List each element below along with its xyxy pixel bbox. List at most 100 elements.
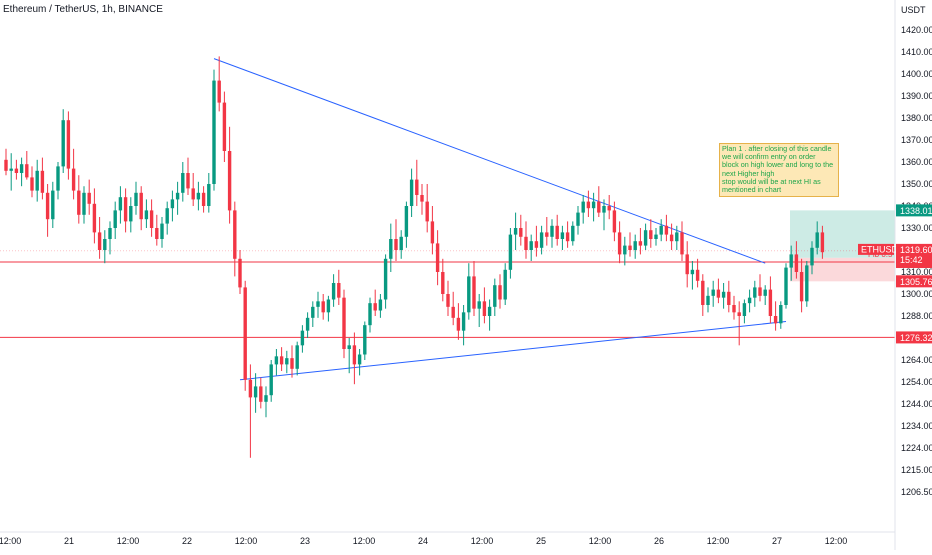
candle-body[interactable] [311,306,315,318]
candle-body[interactable] [363,325,367,355]
candle-body[interactable] [591,201,596,209]
candle-body[interactable] [144,210,149,220]
candle-body[interactable] [815,232,819,248]
candle-body[interactable] [207,184,211,206]
loss-zone[interactable] [790,257,895,282]
candle-body[interactable] [467,276,471,313]
candle-body[interactable] [259,386,263,402]
candle-body[interactable] [305,317,310,331]
candle-body[interactable] [253,386,258,398]
candle-body[interactable] [87,192,91,204]
candle-body[interactable] [149,210,154,228]
candle-body[interactable] [784,267,788,305]
candle-body[interactable] [331,283,336,300]
candle-body[interactable] [571,225,575,242]
candle-body[interactable] [659,225,663,235]
candle-body[interactable] [82,192,86,215]
candle-body[interactable] [794,254,799,272]
candle-body[interactable] [212,80,216,184]
candle-body[interactable] [560,232,565,239]
candle-body[interactable] [446,294,450,307]
candle-body[interactable] [581,201,585,213]
candle-body[interactable] [550,225,554,237]
candle-body[interactable] [337,283,341,298]
candle-body[interactable] [165,208,169,224]
candle-body[interactable] [321,301,325,313]
candle-body[interactable] [316,301,320,307]
candle-body[interactable] [628,245,632,250]
candle-body[interactable] [155,228,159,239]
candle-body[interactable] [368,303,372,326]
candle-body[interactable] [378,299,383,311]
candle-body[interactable] [227,151,232,211]
candle-body[interactable] [279,356,284,365]
candle-body[interactable] [415,179,419,195]
candle-body[interactable] [680,232,684,255]
candle-body[interactable] [732,305,736,313]
candle-body[interactable] [222,102,227,151]
candle-body[interactable] [456,317,461,331]
candle-body[interactable] [129,206,133,222]
candle-body[interactable] [779,305,783,324]
candle-body[interactable] [383,258,388,300]
candle-body[interactable] [711,289,715,296]
candle-body[interactable] [669,234,674,242]
candle-body[interactable] [35,170,39,191]
candle-body[interactable] [118,197,123,211]
candle-body[interactable] [61,120,65,167]
candle-body[interactable] [71,168,76,191]
candle-body[interactable] [758,287,762,296]
candle-body[interactable] [51,190,55,220]
lower-trendline[interactable] [239,321,787,381]
candle-body[interactable] [4,159,8,171]
candle-body[interactable] [747,297,752,304]
candle-body[interactable] [638,241,643,246]
candle-body[interactable] [409,179,414,206]
candle-body[interactable] [264,395,268,402]
candle-body[interactable] [238,258,242,288]
candle-body[interactable] [805,265,809,302]
candle-body[interactable] [799,272,804,302]
candle-body[interactable] [690,269,695,275]
candle-body[interactable] [498,285,502,300]
candle-body[interactable] [623,245,627,255]
candle-body[interactable] [482,301,487,316]
candle-body[interactable] [435,243,440,272]
candle-body[interactable] [191,188,195,200]
candle-body[interactable] [175,192,180,200]
candle-body[interactable] [534,241,539,248]
upper-trendline[interactable] [213,58,766,264]
candle-body[interactable] [612,210,617,233]
candle-body[interactable] [487,306,492,316]
candle-body[interactable] [389,239,393,259]
candle-body[interactable] [113,210,117,228]
candle-body[interactable] [597,201,601,213]
candle-body[interactable] [170,199,175,209]
candle-body[interactable] [290,358,294,369]
candle-body[interactable] [326,299,331,313]
candle-body[interactable] [186,173,190,189]
candle-body[interactable] [217,80,221,103]
candle-body[interactable] [92,203,97,233]
candle-body[interactable] [373,303,377,311]
candle-body[interactable] [123,197,128,222]
candle-body[interactable] [539,232,544,248]
candle-body[interactable] [196,192,201,200]
candle-body[interactable] [357,354,362,365]
candle-body[interactable] [233,210,237,259]
candle-body[interactable] [586,201,591,209]
candle-body[interactable] [602,206,606,213]
candle-body[interactable] [160,223,164,239]
candle-body[interactable] [394,239,398,250]
candle-body[interactable] [425,201,429,222]
candle-body[interactable] [181,173,185,193]
candle-body[interactable] [721,291,726,298]
candle-body[interactable] [706,295,710,305]
candle-body[interactable] [103,239,107,250]
candle-body[interactable] [727,291,731,305]
candle-body[interactable] [430,221,435,244]
candle-body[interactable] [493,285,497,307]
trade-plan-note[interactable]: Plan 1 . after closing of this candle we… [719,143,839,197]
